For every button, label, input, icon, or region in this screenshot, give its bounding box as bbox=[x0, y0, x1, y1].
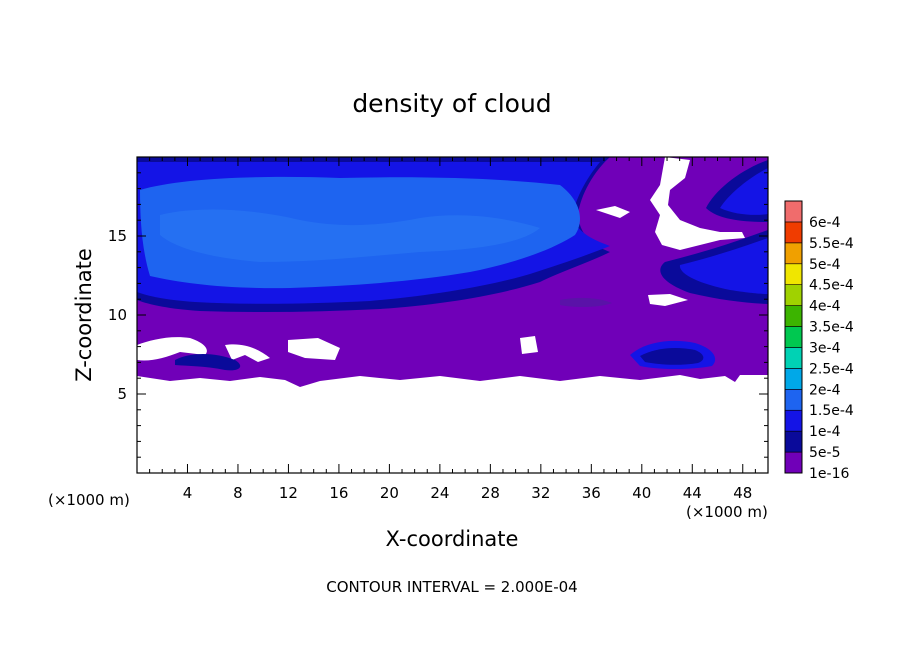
colorbar-label: 5e-5 bbox=[809, 445, 840, 461]
density-field bbox=[137, 157, 768, 387]
x-tick-label: 28 bbox=[481, 484, 500, 502]
contour-interval-note: CONTOUR INTERVAL = 2.000E-04 bbox=[326, 578, 577, 596]
colorbar-swatch bbox=[784, 326, 803, 348]
colorbar-label: 1e-16 bbox=[809, 466, 849, 482]
clear-patch bbox=[520, 336, 538, 354]
y-tick-label: 5 bbox=[117, 385, 127, 403]
colorbar-swatch bbox=[784, 263, 803, 285]
colorbar-label: 5e-4 bbox=[809, 257, 841, 273]
colorbar-label: 6e-4 bbox=[809, 215, 841, 231]
colorbar-frame bbox=[784, 200, 803, 474]
colorbar-swatch bbox=[784, 430, 803, 453]
colorbar-label: 3e-4 bbox=[809, 340, 841, 356]
x-unit-left: (×1000 m) bbox=[48, 491, 130, 509]
x-axis: 4 8 12 16 20 24 28 32 36 40 44 48 bbox=[149, 157, 756, 502]
clear-patch bbox=[288, 338, 340, 360]
contour-level-1.5e-4-inner bbox=[160, 209, 540, 262]
x-tick-label: 12 bbox=[279, 484, 298, 502]
clear-patch bbox=[225, 344, 270, 362]
x-unit-right: (×1000 m) bbox=[686, 503, 768, 521]
colorbar-label: 2.5e-4 bbox=[809, 361, 854, 377]
cloud-streak bbox=[560, 297, 612, 308]
chart-title: density of cloud bbox=[352, 89, 551, 118]
colorbar-label: 3.5e-4 bbox=[809, 320, 854, 336]
x-tick-label: 32 bbox=[531, 484, 550, 502]
colorbar-label: 5.5e-4 bbox=[809, 236, 854, 252]
x-tick-label: 8 bbox=[233, 484, 243, 502]
colorbar-label: 1.5e-4 bbox=[809, 403, 854, 419]
y-axis: 5 10 15 bbox=[108, 172, 768, 458]
cloud-blob-west bbox=[175, 354, 241, 371]
colorbar-swatch bbox=[784, 242, 803, 265]
colorbar-swatch bbox=[784, 451, 803, 474]
colorbar-legend: 1e-16 5e-5 1e-4 1.5e-4 2e-4 2.5e-4 3e-4 3.5e-4 4… bbox=[784, 200, 854, 482]
x-tick-label: 36 bbox=[582, 484, 601, 502]
clear-patch bbox=[137, 337, 207, 361]
colorbar-label: 4.5e-4 bbox=[809, 278, 854, 294]
colorbar-label: 2e-4 bbox=[809, 382, 841, 398]
y-tick-label: 15 bbox=[108, 227, 127, 245]
y-tick-label: 10 bbox=[108, 306, 127, 324]
colorbar-swatch bbox=[784, 389, 803, 411]
x-tick-label: 20 bbox=[380, 484, 399, 502]
colorbar-label: 1e-4 bbox=[809, 424, 841, 440]
contour-level-1e-4-northeast bbox=[720, 168, 768, 215]
x-tick-label: 40 bbox=[632, 484, 651, 502]
colorbar-swatch bbox=[784, 284, 803, 306]
x-tick-label: 44 bbox=[683, 484, 702, 502]
colorbar-swatch bbox=[784, 368, 803, 390]
cloud-blob-east-core bbox=[640, 348, 704, 365]
y-axis-label: Z-coordinate bbox=[72, 248, 96, 382]
colorbar-swatch bbox=[784, 221, 803, 244]
clear-patch bbox=[650, 157, 745, 250]
x-tick-label: 16 bbox=[329, 484, 348, 502]
colorbar-swatch bbox=[784, 305, 803, 327]
colorbar-label: 4e-4 bbox=[809, 299, 841, 315]
x-tick-label: 24 bbox=[430, 484, 449, 502]
clear-patch bbox=[596, 206, 630, 218]
x-tick-label: 48 bbox=[733, 484, 752, 502]
x-axis-label: X-coordinate bbox=[386, 527, 519, 551]
colorbar-swatch bbox=[784, 347, 803, 369]
clear-patch bbox=[648, 294, 688, 306]
colorbar-swatch bbox=[784, 200, 803, 223]
colorbar-swatch bbox=[784, 409, 803, 432]
contour-level-1e-4-east bbox=[679, 238, 768, 294]
x-tick-label: 4 bbox=[183, 484, 193, 502]
